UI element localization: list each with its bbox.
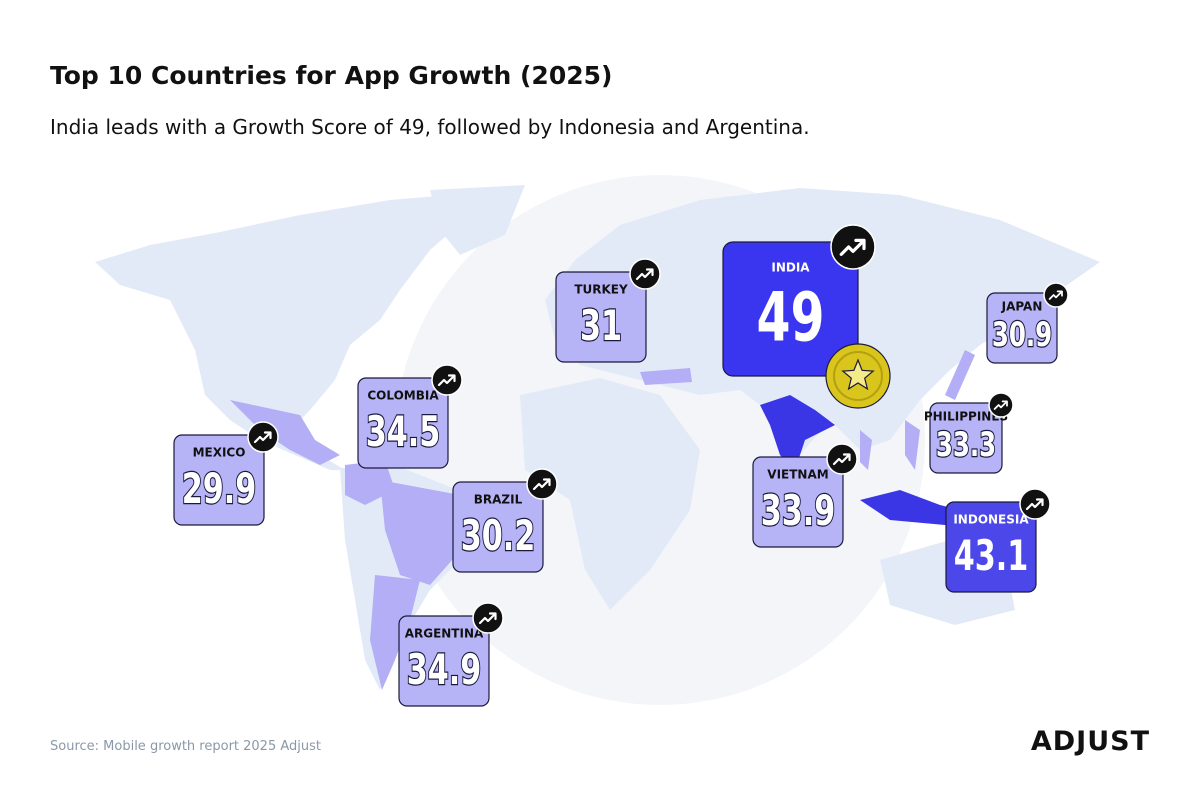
trend-arrow-head [1035,498,1044,507]
trend-arrow-head [542,478,551,487]
card-box [722,241,859,377]
trend-arrow [635,268,654,281]
trend-arrow-head [447,374,456,383]
card-box [986,292,1058,364]
card-box [398,615,490,707]
country-card: VIETNAM 33.9 [752,443,858,548]
trend-icon [431,364,463,396]
card-box [945,501,1037,593]
country-card: ARGENTINA 34.9 [398,602,504,707]
trend-icon [1019,488,1051,520]
country-score: 31 [580,301,622,350]
trend-icon [830,224,876,270]
country-name: COLOMBIA [367,389,439,403]
country-score: 30.2 [461,511,536,560]
mexico-shape [230,400,340,465]
trend-icon [826,443,858,475]
country-name: JAPAN [1001,300,1043,314]
trend-arrow-head [263,431,272,440]
country-name: PHILIPPINES [924,410,1008,424]
india-shape [760,395,835,470]
country-score: 30.9 [992,315,1052,354]
trend-arrow [478,612,497,625]
country-score: 34.9 [407,645,482,694]
medal-ring [833,351,883,401]
argentina-shape [370,575,420,690]
source: Source: Mobile growth report 2025 Adjust [50,739,321,754]
trend-arrow-head [488,612,497,621]
card-box [929,402,1003,474]
country-name: INDONESIA [953,513,1029,527]
trend-arrow-head [854,238,866,251]
country-card: COLOMBIA 34.5 [357,364,463,469]
country-name: ARGENTINA [405,627,484,641]
north-america [95,195,470,470]
logo: ADJUST [1031,726,1150,757]
medal-star [841,358,875,391]
trend-arrow-head [645,268,654,277]
turkey-shape [640,368,692,385]
greenland [430,185,525,255]
country-score: 33.9 [761,486,836,535]
trend-arrow [437,374,456,387]
trend-arrow [532,478,551,491]
trend-arrow-head [842,453,851,462]
country-card: INDIA 49 [722,224,891,409]
japan-shape [945,350,975,400]
trend-arrow [839,239,865,256]
africa [520,378,700,610]
card-box [357,377,449,469]
vietnam-shape [860,430,872,470]
country-score: 29.9 [182,464,257,513]
trend-arrow-head [1056,290,1063,297]
card-box [555,271,647,363]
trend-icon [1043,282,1069,308]
card-box [752,456,844,548]
country-card: BRAZIL 30.2 [452,468,558,573]
country-name: INDIA [771,261,810,275]
card-box [452,481,544,573]
country-score: 43.1 [954,531,1029,580]
trend-icon [988,392,1014,418]
trend-icon [472,602,504,634]
country-name: TURKEY [574,283,628,297]
country-name: BRAZIL [474,493,523,507]
trend-arrow-head [1001,400,1008,407]
trend-arrow [1025,498,1044,511]
country-score: 34.5 [366,407,441,456]
country-card: INDONESIA 43.1 [945,488,1051,593]
trend-icon [629,258,661,290]
card-box [173,434,265,526]
trend-arrow [1048,290,1063,300]
trend-arrow [832,453,851,466]
trend-icon [247,421,279,453]
philippines-shape [905,420,920,470]
trend-icon [526,468,558,500]
country-name: VIETNAM [767,468,828,482]
title: Top 10 Countries for App Growth (2025) [50,61,612,90]
country-score: 49 [756,277,824,356]
country-card: MEXICO 29.9 [173,421,279,526]
country-score: 33.3 [936,425,996,464]
brazil-shape [380,480,470,585]
country-card: TURKEY 31 [555,258,661,363]
subtitle: India leads with a Growth Score of 49, f… [50,115,810,139]
trend-arrow [253,431,272,444]
country-name: MEXICO [193,446,246,460]
trend-arrow [993,400,1008,410]
